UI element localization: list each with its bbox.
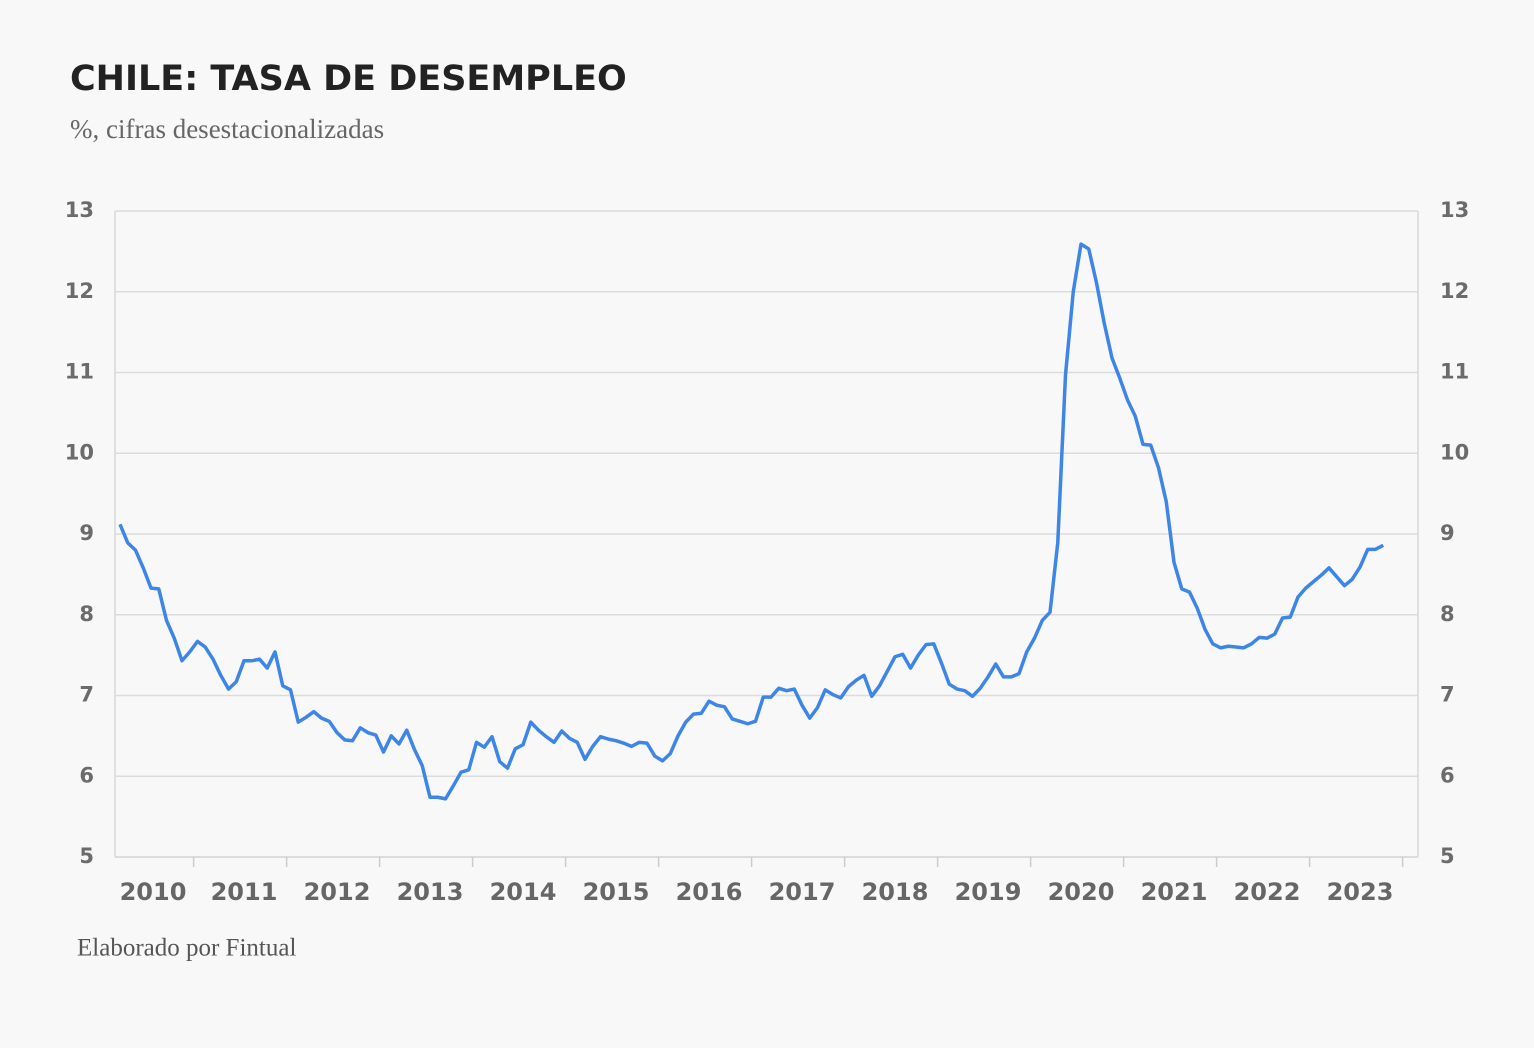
chart-title: CHILE: TASA DE DESEMPLEO bbox=[70, 59, 627, 99]
y2-tick-label: 11 bbox=[1440, 360, 1469, 384]
x-tick-label: 2017 bbox=[769, 878, 836, 906]
x-tick-label: 2014 bbox=[490, 878, 557, 906]
x-tick-label: 2022 bbox=[1234, 878, 1301, 906]
y-tick-label: 11 bbox=[65, 360, 94, 384]
y2-tick-label: 7 bbox=[1440, 683, 1455, 707]
y-tick-label: 13 bbox=[65, 198, 94, 222]
y2-tick-label: 8 bbox=[1440, 602, 1455, 626]
y-tick-label: 8 bbox=[79, 602, 94, 626]
x-tick-label: 2010 bbox=[120, 878, 187, 906]
x-tick-label: 2011 bbox=[211, 878, 278, 906]
y-tick-label: 5 bbox=[79, 844, 94, 868]
y2-tick-label: 10 bbox=[1440, 440, 1469, 464]
x-tick-label: 2016 bbox=[676, 878, 743, 906]
y2-tick-label: 6 bbox=[1440, 763, 1455, 787]
y-tick-label: 9 bbox=[79, 521, 94, 545]
y-tick-label: 10 bbox=[65, 440, 94, 464]
chart-subtitle: %, cifras desestacionalizadas bbox=[70, 114, 384, 144]
x-tick-label: 2019 bbox=[955, 878, 1022, 906]
x-tick-label: 2015 bbox=[583, 878, 650, 906]
source: Elaborado por Fintual bbox=[77, 935, 296, 962]
y-tick-label: 12 bbox=[65, 279, 94, 303]
x-tick-label: 2021 bbox=[1141, 878, 1208, 906]
y2-tick-label: 13 bbox=[1440, 198, 1469, 222]
x-tick-label: 2023 bbox=[1327, 878, 1394, 906]
y-tick-label: 7 bbox=[79, 683, 94, 707]
x-tick-label: 2012 bbox=[304, 878, 371, 906]
y-tick-label: 6 bbox=[79, 763, 94, 787]
x-tick-label: 2013 bbox=[397, 878, 464, 906]
x-tick-label: 2018 bbox=[862, 878, 929, 906]
y2-tick-label: 5 bbox=[1440, 844, 1455, 868]
y2-tick-label: 9 bbox=[1440, 521, 1455, 545]
x-tick-label: 2020 bbox=[1048, 878, 1115, 906]
y2-tick-label: 12 bbox=[1440, 279, 1469, 303]
data-line bbox=[118, 242, 1385, 801]
